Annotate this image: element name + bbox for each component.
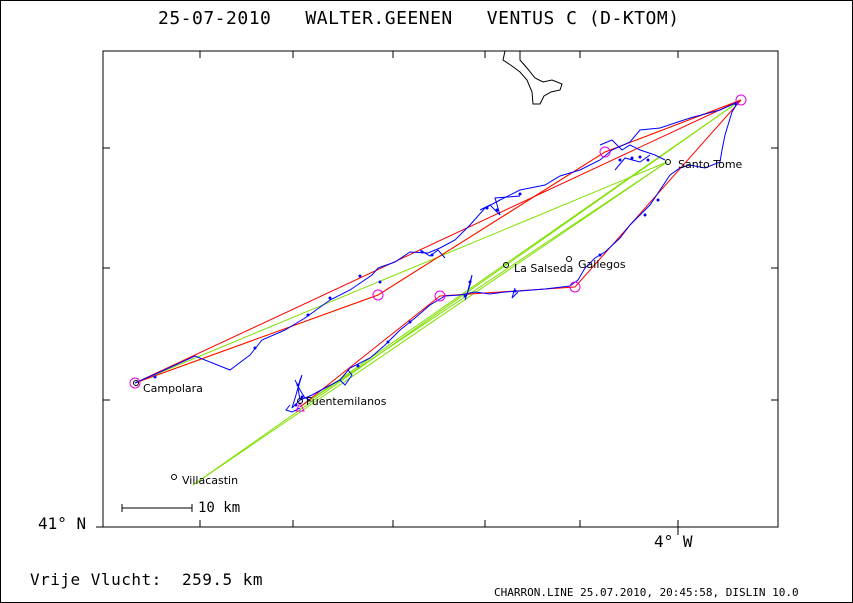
track-fix xyxy=(296,383,300,387)
axis-ticks xyxy=(96,51,778,535)
place-label-villacastin: Villacastin xyxy=(182,474,238,487)
route-leg xyxy=(299,99,742,408)
track-fix xyxy=(618,158,622,162)
place-label-santo-tome: Santo Tome xyxy=(678,158,743,171)
turnpoint-marker xyxy=(735,94,747,106)
route-green xyxy=(134,99,742,486)
track-fix xyxy=(468,280,472,284)
track-fix xyxy=(656,198,660,202)
turnpoints xyxy=(129,94,747,412)
flight-date: 25-07-2010 xyxy=(158,8,272,29)
track-fix xyxy=(430,253,434,257)
turnpoint-marker xyxy=(129,377,141,389)
pilot-name: WALTER.GEENEN xyxy=(305,8,453,29)
place-markers xyxy=(133,159,671,480)
track-fix xyxy=(630,156,634,160)
track-fix xyxy=(646,158,650,162)
gps-track xyxy=(134,101,739,413)
track-fix xyxy=(598,253,602,257)
route-red xyxy=(134,99,742,408)
track-fix xyxy=(300,395,304,399)
turnpoint-marker xyxy=(569,281,581,293)
track-fix xyxy=(253,346,257,350)
track-fix xyxy=(378,280,382,284)
route-leg xyxy=(134,99,742,408)
track-fix xyxy=(153,375,157,379)
track-fix xyxy=(420,250,424,254)
track-fix xyxy=(294,403,298,407)
track-fix xyxy=(408,320,412,324)
track-fix xyxy=(306,313,310,317)
track-fix xyxy=(518,192,522,196)
track-fix xyxy=(358,274,362,278)
latitude-label: 41° N xyxy=(38,514,87,533)
place-marker xyxy=(171,474,177,480)
glider-name: VENTUS C (D-KTOM) xyxy=(486,8,680,29)
route-leg xyxy=(299,161,668,408)
place-label-gallegos: Gallegos xyxy=(578,258,626,271)
route-leg xyxy=(134,161,668,384)
track-fix xyxy=(495,208,499,212)
turnpoint-marker xyxy=(434,290,446,302)
distance-value: 259.5 km xyxy=(182,570,264,589)
place-marker xyxy=(665,159,671,165)
track-fix xyxy=(485,206,489,210)
footer-info: CHARRON.LINE 25.07.2010, 20:45:58, DISLI… xyxy=(494,586,799,599)
track-fixes xyxy=(153,102,738,407)
place-marker xyxy=(503,262,509,268)
scale-bar xyxy=(121,504,193,512)
track-fix xyxy=(643,213,647,217)
track-fix xyxy=(513,289,517,293)
route-leg xyxy=(192,161,668,486)
place-marker xyxy=(133,380,139,386)
track-fix xyxy=(328,296,332,300)
turnpoint-marker xyxy=(599,146,611,158)
route-leg xyxy=(134,99,742,384)
finish-triangle-marker xyxy=(295,401,305,412)
scale-bar-label: 10 km xyxy=(198,500,241,516)
place-marker xyxy=(566,256,572,262)
chart-title: 25-07-2010 WALTER.GEENEN VENTUS C (D-KTO… xyxy=(158,8,680,29)
place-marker xyxy=(297,398,303,404)
place-label-la-salseda: La Salseda xyxy=(514,262,573,275)
place-label-campolara: Campolara xyxy=(143,382,203,395)
border-outline xyxy=(502,50,563,105)
map-border xyxy=(102,50,779,528)
track-fix xyxy=(638,155,642,159)
flight-distance: Vrije Vlucht: 259.5 km xyxy=(30,570,263,589)
turnpoint-marker xyxy=(372,289,384,301)
track-fix xyxy=(386,340,390,344)
track-fix xyxy=(463,294,467,298)
track-fix xyxy=(356,364,360,368)
distance-label: Vrije Vlucht: xyxy=(30,570,162,589)
place-label-fuentemilanos: Fuentemilanos xyxy=(306,395,387,408)
longitude-label: 4° W xyxy=(654,532,693,551)
